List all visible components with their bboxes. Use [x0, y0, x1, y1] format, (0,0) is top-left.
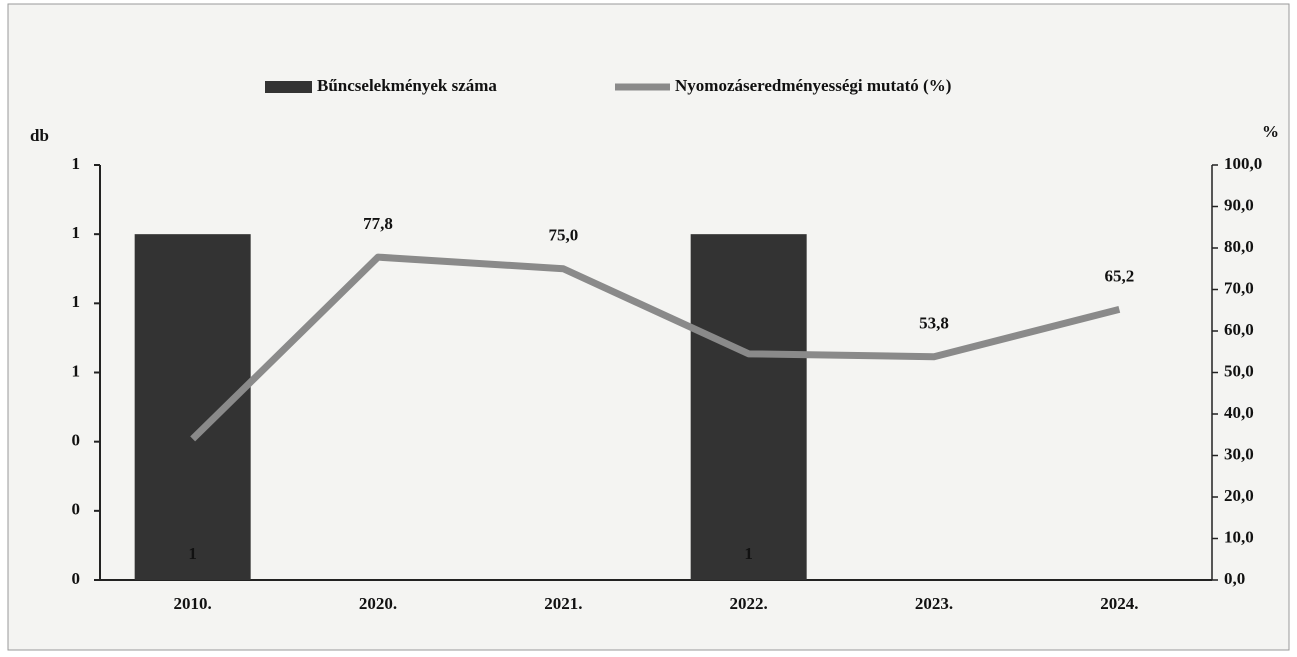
y2-tick-label: 100,0	[1224, 154, 1262, 173]
x-tick-label: 2023.	[915, 594, 953, 613]
line-value-label: 75,0	[548, 226, 578, 245]
bar-value-label: 1	[188, 544, 197, 563]
line	[190, 253, 1121, 442]
legend-swatch	[265, 81, 312, 93]
x-tick-label: 2010.	[174, 594, 212, 613]
x-tick-label: 2021.	[544, 594, 582, 613]
y-tick-label: 0	[72, 431, 81, 450]
y2-tick-label: 50,0	[1224, 361, 1254, 380]
y2-tick-label: 70,0	[1224, 278, 1254, 297]
y-tick-label: 1	[72, 223, 81, 242]
y2-tick-label: 90,0	[1224, 195, 1254, 214]
line-value-label: 77,8	[363, 214, 393, 233]
legend-label: Nyomozáseredményességi mutató (%)	[675, 76, 951, 95]
y-axis-title: db	[30, 126, 49, 145]
y-tick-label: 0	[72, 569, 81, 588]
bar	[134, 234, 251, 580]
y-tick-label: 0	[72, 500, 81, 519]
y-tick-label: 1	[72, 361, 81, 380]
y-tick-label: 1	[72, 292, 81, 311]
y2-tick-label: 20,0	[1224, 486, 1254, 505]
x-tick-label: 2024.	[1100, 594, 1138, 613]
y2-tick-label: 60,0	[1224, 320, 1254, 339]
y2-tick-label: 80,0	[1224, 237, 1254, 256]
bar	[690, 234, 807, 580]
legend-label: Bűncselekmények száma	[317, 76, 497, 95]
x-tick-label: 2022.	[730, 594, 768, 613]
y2-tick-label: 40,0	[1224, 403, 1254, 422]
bar-value-label: 1	[744, 544, 753, 563]
line-value-label: 65,2	[1104, 266, 1134, 285]
y2-tick-label: 30,0	[1224, 444, 1254, 463]
y2-tick-label: 0,0	[1224, 569, 1245, 588]
line-value-label: 53,8	[919, 314, 949, 333]
y2-tick-label: 10,0	[1224, 527, 1254, 546]
x-tick-label: 2020.	[359, 594, 397, 613]
y2-axis-title: %	[1262, 122, 1279, 141]
y-tick-label: 1	[72, 154, 81, 173]
